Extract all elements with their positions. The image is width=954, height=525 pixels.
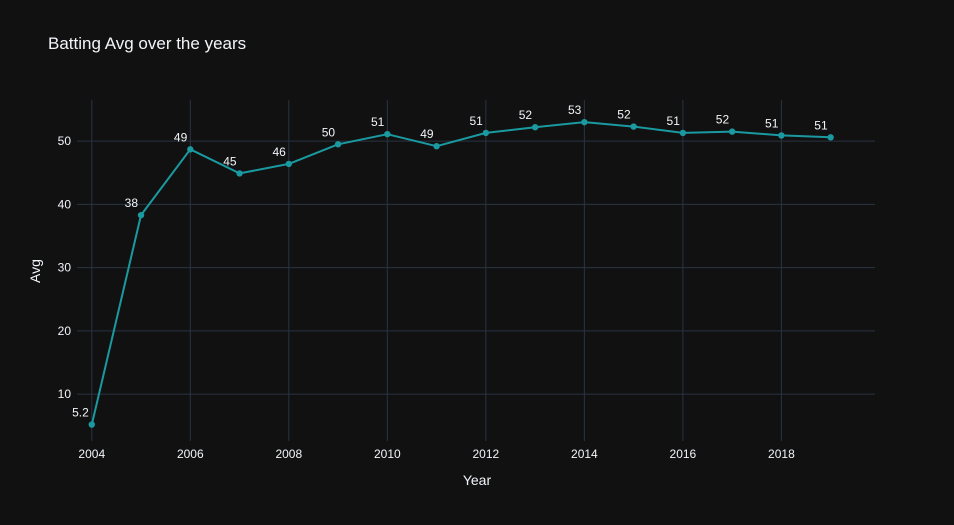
y-axis-title: Avg [27,259,43,283]
data-label: 51 [814,118,828,132]
x-tick-label: 2004 [78,447,105,461]
data-points [88,118,834,428]
x-tick-label: 2010 [374,447,401,461]
data-point [285,160,293,168]
data-label: 49 [174,130,188,144]
data-point [187,146,194,153]
data-label: 51 [469,114,483,128]
data-label: 52 [519,108,533,122]
data-point [236,170,243,177]
chart-title: Batting Avg over the years [48,34,247,53]
y-tick-label: 10 [58,387,72,401]
y-tick-label: 20 [58,324,72,338]
x-axis-ticks: 2004 2006 2008 2010 2012 2014 2016 2018 [78,447,795,461]
data-point [630,123,637,130]
y-tick-label: 50 [58,134,72,148]
data-label: 51 [371,115,385,129]
x-tick-label: 2018 [768,447,795,461]
data-label: 49 [420,127,434,141]
data-point [482,129,490,137]
data-point [581,118,588,126]
x-tick-label: 2006 [177,447,204,461]
x-tick-label: 2014 [571,447,598,461]
data-point [384,130,391,138]
data-label: 5.2 [72,406,89,420]
x-tick-label: 2008 [275,447,302,461]
data-label: 51 [765,116,779,130]
data-point [334,141,342,148]
x-tick-label: 2012 [473,447,500,461]
x-tick-label: 2016 [670,447,697,461]
series-line-path [90,121,831,425]
data-label: 45 [223,154,237,168]
data-point [679,129,687,137]
data-point [88,421,95,428]
data-point [778,132,785,139]
data-label: 50 [322,125,336,139]
y-tick-label: 30 [58,261,72,275]
y-tick-label: 40 [58,197,72,211]
data-point [531,124,539,131]
data-label: 38 [125,196,139,210]
data-label: 53 [568,103,582,117]
data-label: 46 [272,145,286,159]
grid-lines [77,100,875,441]
y-axis-ticks: 10 20 30 40 50 [58,134,72,401]
data-point [728,128,736,135]
data-point [827,134,834,141]
data-label: 52 [716,113,730,127]
series-line [90,121,831,425]
data-label: 52 [617,108,631,122]
data-labels: 5.2 38 49 45 46 50 51 49 51 52 53 52 51 52 51 51 [72,103,828,419]
data-point [433,142,440,150]
x-axis-title: Year [463,472,492,488]
data-point [137,211,145,219]
data-label: 51 [667,114,681,128]
